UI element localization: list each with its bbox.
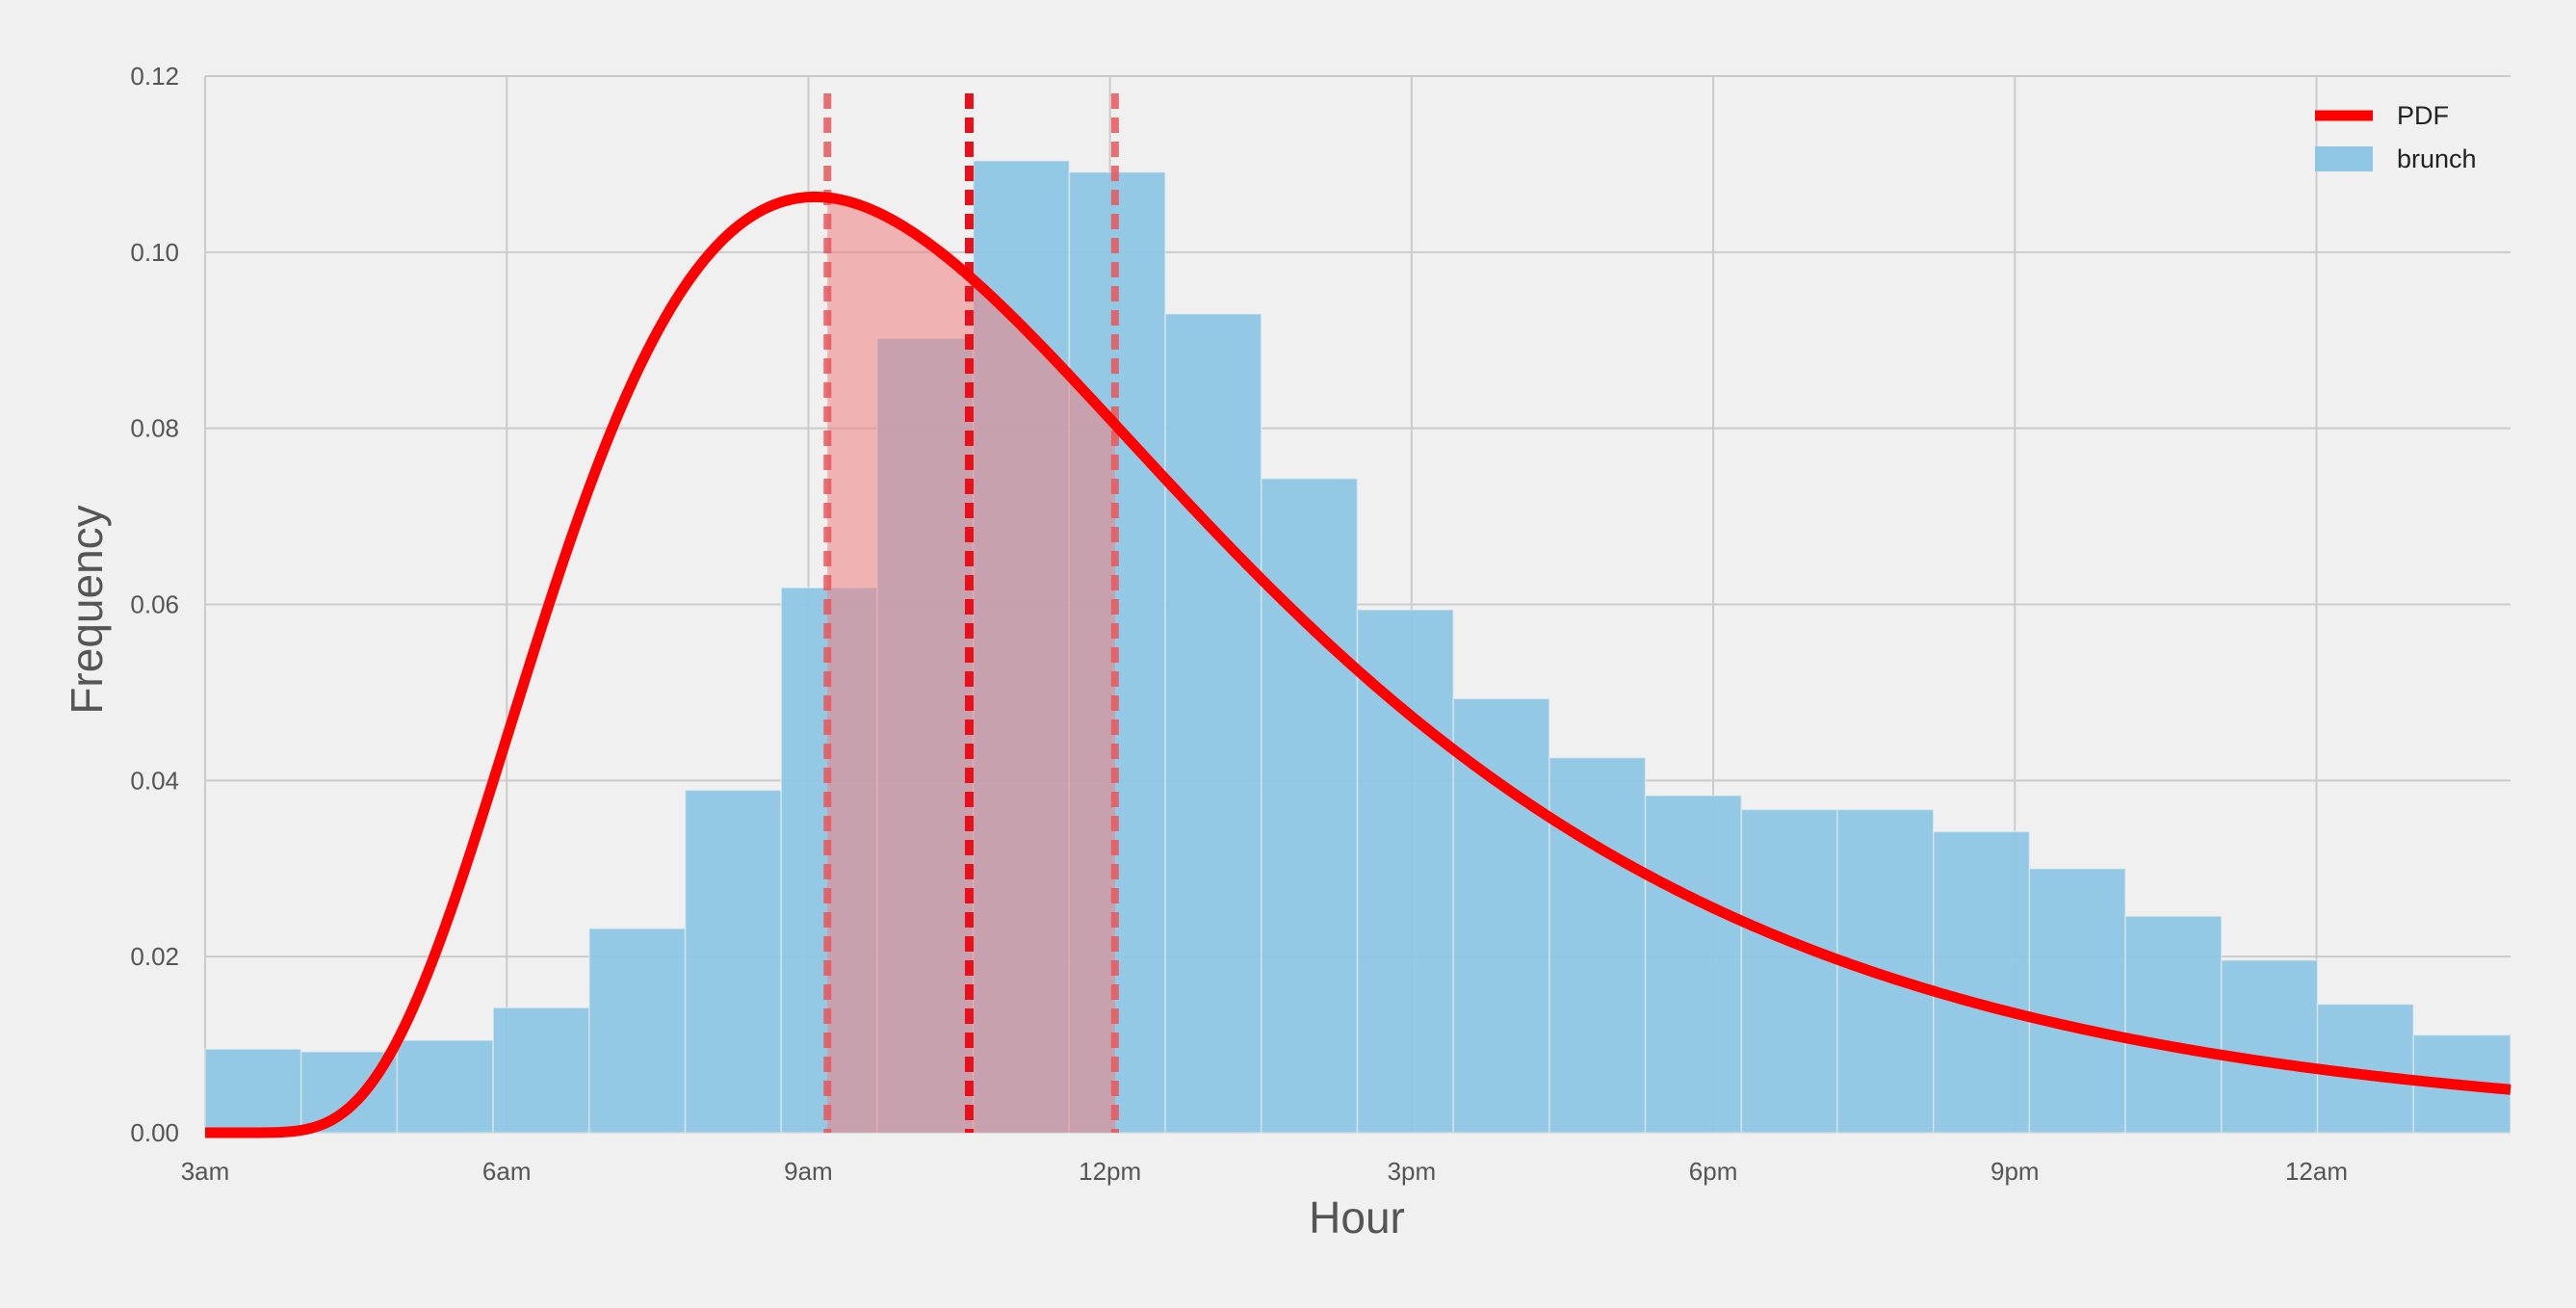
shaded-interval	[827, 197, 1115, 1134]
histogram-bar	[1261, 478, 1359, 1134]
x-tick-label: 12am	[2285, 1157, 2348, 1186]
histogram-bar	[1644, 795, 1743, 1134]
legend-label: PDF	[2397, 101, 2449, 130]
histogram-bar	[1740, 808, 1838, 1134]
y-tick-label: 0.06	[130, 590, 179, 619]
y-tick-label: 0.12	[130, 62, 179, 91]
histogram-bar	[2221, 959, 2319, 1134]
pdf-line	[204, 191, 2511, 1138]
histogram-bar	[299, 1051, 399, 1134]
x-tick-label: 3pm	[1388, 1157, 1437, 1186]
y-axis-title: Frequency	[62, 505, 112, 714]
x-axis-ticks: 3am 6am 9am 12pm 3pm 6pm 9pm 12am	[181, 1157, 2348, 1186]
histogram-bar	[492, 1007, 590, 1134]
histogram-bar	[396, 1039, 494, 1134]
y-tick-label: 0.02	[130, 942, 179, 971]
y-tick-label: 0.04	[130, 766, 179, 795]
histogram-bar	[1548, 756, 1647, 1134]
y-tick-label: 0.00	[130, 1118, 179, 1147]
y-tick-label: 0.10	[130, 238, 179, 267]
x-tick-label: 6pm	[1689, 1157, 1738, 1186]
histogram-bar	[1356, 609, 1454, 1134]
histogram-bar	[1932, 830, 2031, 1134]
pdf-curve	[204, 191, 2511, 1138]
y-tick-label: 0.08	[130, 414, 179, 443]
histogram-bars	[204, 160, 2511, 1134]
histogram-bar	[204, 1048, 302, 1134]
histogram-bar	[684, 789, 782, 1134]
interval-shading	[827, 197, 1115, 1134]
histogram-bar	[1452, 697, 1550, 1134]
x-tick-label: 3am	[181, 1157, 230, 1186]
x-tick-label: 6am	[482, 1157, 532, 1186]
histogram-bar	[2028, 868, 2126, 1134]
x-tick-label: 9pm	[1991, 1157, 2040, 1186]
x-axis-title: Hour	[1309, 1192, 1405, 1243]
vertical-markers	[823, 93, 1119, 1133]
legend-label: brunch	[2397, 144, 2477, 173]
x-tick-label: 12pm	[1079, 1157, 1141, 1186]
histogram-bar	[1164, 313, 1262, 1134]
legend: PDF brunch	[2315, 101, 2477, 173]
histogram-bar	[588, 928, 687, 1134]
x-tick-label: 9am	[784, 1157, 833, 1186]
legend-swatch-brunch	[2315, 146, 2373, 171]
histogram-bar	[2124, 915, 2223, 1134]
y-axis-ticks: 0.00 0.02 0.04 0.06 0.08 0.10 0.12	[130, 62, 179, 1147]
